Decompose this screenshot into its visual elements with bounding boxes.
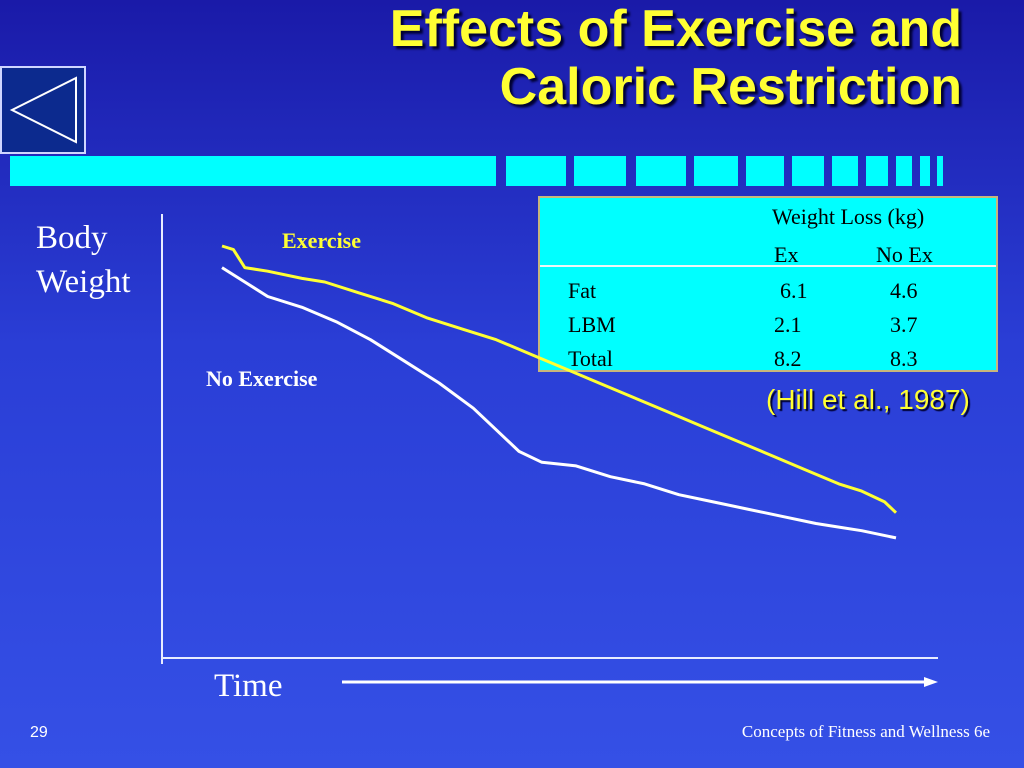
stripe-segment	[636, 156, 686, 186]
stripe-segment	[694, 156, 738, 186]
series-line-exercise	[221, 244, 898, 514]
series-line-no-exercise	[221, 266, 897, 540]
stripe-segment	[506, 156, 566, 186]
stripe-segment	[896, 156, 912, 186]
stripe-segment	[937, 156, 943, 186]
table-heading: Weight Loss (kg)	[772, 204, 925, 229]
citation: (Hill et al., 1987)	[766, 384, 970, 415]
stripe-segment	[866, 156, 888, 186]
stripe-segment	[792, 156, 824, 186]
series-label-no-exercise: No Exercise	[206, 366, 318, 391]
triangle-left-icon	[9, 76, 77, 144]
series-label-exercise: Exercise	[282, 228, 362, 253]
y-axis-label-line-2: Weight	[36, 264, 131, 300]
table-divider	[540, 265, 996, 267]
row-noex-value: 4.6	[890, 278, 918, 303]
row-ex-value: 2.1	[774, 312, 802, 337]
row-label: Fat	[568, 278, 597, 303]
column-header-ex: Ex	[774, 242, 799, 267]
title-line-1: Effects of Exercise and	[389, 0, 962, 58]
y-axis-label-line-1: Body	[36, 220, 108, 256]
row-noex-value: 8.3	[890, 346, 918, 371]
page-number: 29	[30, 724, 48, 741]
weight-loss-table: Weight Loss (kg) Ex No Ex Fat 6.1 4.6 LB…	[538, 196, 998, 372]
x-axis-label: Time	[214, 668, 283, 704]
stripe-segment	[10, 156, 496, 186]
row-ex-value: 8.2	[774, 346, 802, 371]
stripe-segment	[920, 156, 930, 186]
stripe-segment	[832, 156, 858, 186]
footer-text: Concepts of Fitness and Wellness 6e	[741, 722, 990, 741]
back-button[interactable]	[0, 66, 86, 154]
stripe-segment	[746, 156, 784, 186]
stripe-segment	[574, 156, 626, 186]
row-noex-value: 3.7	[890, 312, 918, 337]
column-header-no-ex: No Ex	[876, 242, 933, 267]
row-label: LBM	[568, 312, 616, 337]
title-line-2: Caloric Restriction	[499, 58, 962, 116]
slide-title: Effects of Exercise and Caloric Restrict…	[202, 0, 962, 116]
row-ex-value: 6.1	[780, 278, 808, 303]
row-label: Total	[568, 346, 613, 371]
y-axis-label: Body Weight	[36, 216, 131, 304]
time-arrow-head-icon	[924, 677, 938, 687]
